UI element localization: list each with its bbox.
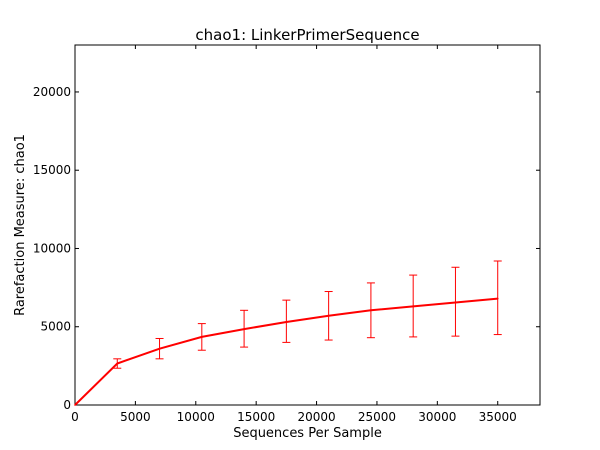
data-point bbox=[412, 305, 414, 308]
y-tick-label: 0 bbox=[63, 398, 71, 412]
data-point bbox=[327, 314, 330, 317]
plot-area: 0 5000 10000 15000 20000 25000 30000 35000 0 5000… bbox=[33, 44, 541, 424]
data-point bbox=[116, 362, 119, 365]
y-tick-label: 10000 bbox=[33, 241, 71, 255]
y-tick-label: 20000 bbox=[33, 85, 71, 99]
x-tick-label: 35000 bbox=[479, 410, 517, 424]
x-axis-label: Sequences Per Sample bbox=[233, 426, 382, 441]
y-tick-label: 5000 bbox=[40, 320, 71, 334]
data-point bbox=[496, 297, 499, 300]
data-point bbox=[243, 328, 245, 330]
data-point bbox=[370, 309, 372, 312]
data-point bbox=[454, 301, 457, 304]
x-tick-label: 15000 bbox=[237, 410, 275, 424]
chart-title: chao1: LinkerPrimerSequence bbox=[195, 26, 419, 44]
x-tick-label: 20000 bbox=[297, 410, 335, 424]
x-tick-label: 25000 bbox=[358, 410, 396, 424]
x-tick-label: 10000 bbox=[177, 410, 215, 424]
data-point bbox=[158, 347, 161, 350]
x-tick-label: 0 bbox=[71, 410, 79, 424]
data-point bbox=[201, 336, 203, 338]
x-tick-label: 30000 bbox=[418, 410, 456, 424]
plot-frame bbox=[74, 44, 541, 406]
data-point bbox=[285, 321, 288, 323]
y-axis-label: Rarefaction Measure: chao1 bbox=[13, 134, 28, 316]
y-tick-label: 15000 bbox=[33, 163, 71, 177]
x-tick-label: 5000 bbox=[120, 410, 151, 424]
data-point bbox=[74, 404, 76, 406]
